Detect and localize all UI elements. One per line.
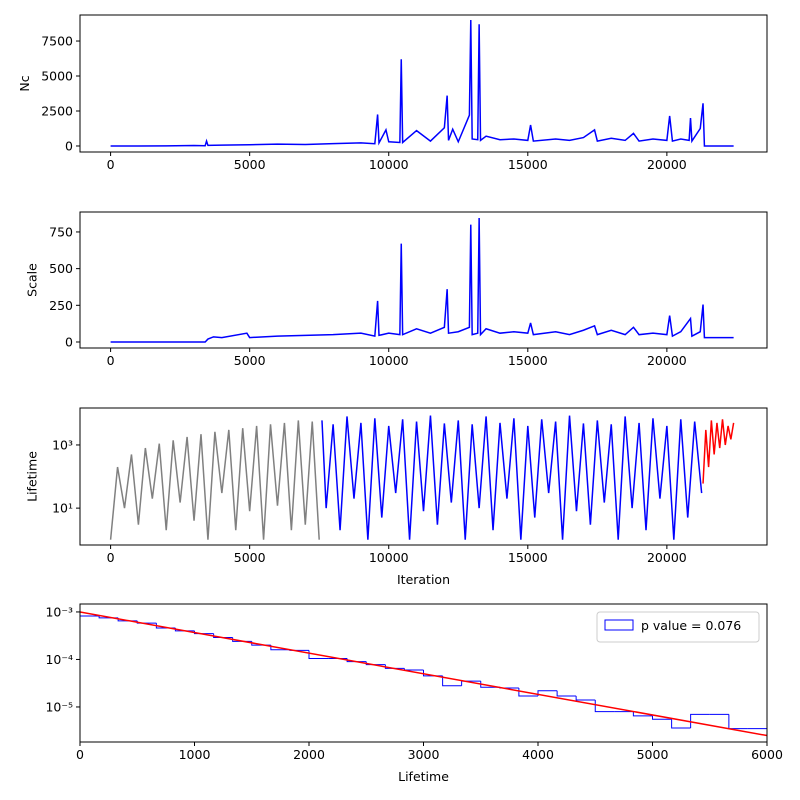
y-tick-label: 10⁻⁴ (45, 652, 73, 667)
x-tick-label: 5000 (234, 353, 266, 368)
histogram-step (690, 713, 710, 729)
histogram-step (403, 668, 424, 671)
axes-frame (79, 407, 768, 546)
y-tick-label: 10³ (52, 437, 73, 452)
x-tick-label: 3000 (408, 747, 440, 762)
x-tick-label: 5000 (234, 157, 266, 172)
x-tick-label: 10000 (369, 550, 409, 565)
data-line (109, 420, 320, 540)
data-line (321, 415, 703, 540)
histogram-step (594, 700, 615, 713)
y-axis-label: Scale (25, 263, 40, 297)
y-axis-label: Lifetime (25, 451, 40, 502)
x-tick-label: 0 (107, 353, 115, 368)
histogram-step (652, 715, 672, 720)
histogram-step (194, 630, 214, 635)
data-line (110, 218, 734, 343)
x-tick-label: 0 (107, 550, 115, 565)
y-tick-label: 2500 (41, 103, 73, 118)
y-tick-label: 10¹ (52, 501, 73, 516)
plot-area (110, 20, 734, 147)
histogram-step (442, 675, 462, 687)
x-tick-label: 2000 (293, 747, 325, 762)
axes-frame (79, 211, 768, 349)
histogram-step (80, 615, 100, 742)
histogram-step (556, 690, 577, 697)
y-tick-label: 750 (49, 224, 73, 239)
x-tick-label: 20000 (647, 353, 687, 368)
y-tick-label: 0 (65, 334, 73, 349)
fit-line (80, 611, 767, 737)
legend-label: p value = 0.076 (641, 618, 741, 633)
x-axis-label: Iteration (397, 572, 450, 587)
y-tick-label: 250 (49, 298, 73, 313)
y-tick-label: 7500 (41, 34, 73, 49)
histogram-step (213, 633, 233, 638)
x-tick-label: 5000 (234, 550, 266, 565)
x-tick-label: 6000 (751, 747, 783, 762)
x-tick-label: 0 (76, 747, 84, 762)
legend-box (596, 611, 760, 643)
x-tick-label: 20000 (647, 550, 687, 565)
y-tick-label: 5000 (41, 69, 73, 84)
y-tick-label: 10⁻³ (45, 604, 73, 619)
histogram-step (365, 661, 386, 666)
y-tick-label: 0 (65, 138, 73, 153)
legend-swatch (604, 619, 634, 631)
x-tick-label: 1000 (179, 747, 211, 762)
histogram-step (632, 711, 653, 717)
histogram-step (480, 681, 500, 688)
data-line (110, 20, 734, 147)
plot-area (110, 218, 734, 343)
histogram-step (671, 719, 691, 729)
plot-area (109, 415, 735, 540)
x-tick-label: 10000 (369, 353, 409, 368)
legend: p value = 0.076 (596, 611, 760, 643)
histogram-step (384, 664, 405, 669)
histogram-step (747, 728, 767, 742)
x-tick-label: 4000 (522, 747, 554, 762)
y-tick-label: 500 (49, 261, 73, 276)
y-axis-label: Nc (17, 75, 32, 91)
histogram-step (575, 696, 596, 701)
axes-frame (79, 603, 768, 743)
data-line (702, 419, 735, 484)
x-tick-label: 15000 (508, 157, 548, 172)
x-tick-label: 20000 (647, 157, 687, 172)
histogram-step (728, 714, 748, 730)
x-axis-label: Lifetime (398, 769, 449, 784)
axes-frame (79, 14, 768, 153)
x-tick-label: 5000 (637, 747, 669, 762)
x-tick-label: 10000 (369, 157, 409, 172)
x-tick-label: 0 (107, 157, 115, 172)
x-tick-label: 15000 (508, 353, 548, 368)
y-tick-label: 10⁻⁵ (45, 699, 73, 714)
plot-area (80, 611, 767, 742)
x-tick-label: 15000 (508, 550, 548, 565)
